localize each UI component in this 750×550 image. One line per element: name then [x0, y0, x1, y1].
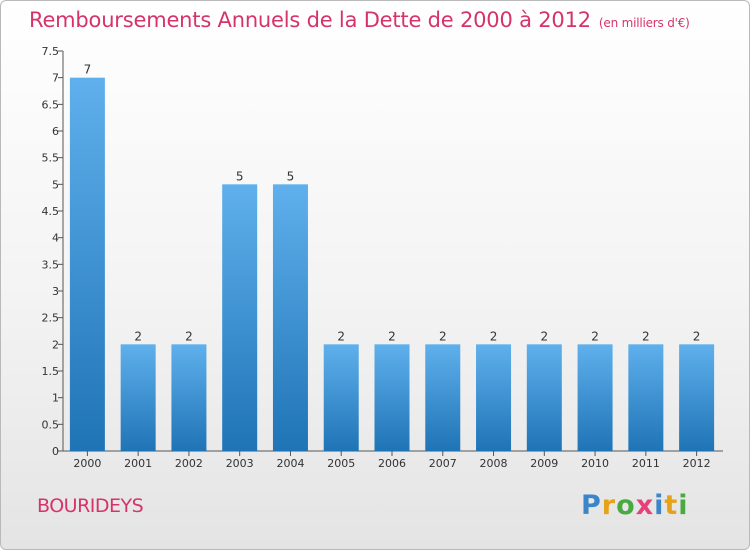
bar-2004	[272, 184, 308, 452]
logo-letter: x	[635, 490, 655, 521]
y-tick-label: 1	[52, 392, 59, 405]
y-axis: 0 0.5 1 1.5 2 2.5 3 3.5 4 4.5 5 5.5 6 6.5 7 7.5	[42, 45, 64, 458]
data-label: 2	[540, 329, 548, 343]
y-tick-label: 6.5	[42, 98, 60, 111]
chart-title-unit: (en milliers d'€)	[598, 16, 690, 30]
y-tick-label: 3.5	[42, 258, 60, 271]
bar-2003	[222, 184, 258, 452]
x-tick-label: 2001	[124, 457, 152, 470]
y-tick-label: 5	[52, 178, 59, 191]
x-tick-label: 2004	[276, 457, 304, 470]
x-tick-label: 2006	[378, 457, 406, 470]
y-tick-label: 0.5	[42, 418, 60, 431]
bar-2006	[374, 344, 410, 451]
bar-2008	[476, 344, 512, 451]
bar-2000	[69, 77, 105, 452]
y-tick-label: 0	[52, 445, 59, 458]
bar-2001	[120, 344, 156, 451]
data-label: 2	[591, 329, 599, 343]
y-tick-label: 5.5	[42, 152, 60, 165]
logo-letter: r	[601, 490, 617, 521]
bar-2005	[323, 344, 359, 451]
data-label: 2	[337, 329, 345, 343]
data-label: 2	[388, 329, 396, 343]
logo-letter: i	[654, 490, 665, 521]
data-label: 5	[287, 169, 295, 183]
y-tick-label: 7.5	[42, 45, 60, 58]
data-label: 2	[134, 329, 142, 343]
x-tick-label: 2002	[175, 457, 203, 470]
bar-2002	[171, 344, 207, 451]
y-tick-label: 3	[52, 285, 59, 298]
proxiti-logo[interactable]: Proxiti	[581, 490, 689, 521]
x-tick-label: 2012	[683, 457, 711, 470]
bar-2010	[577, 344, 613, 451]
x-tick-label: 2011	[632, 457, 660, 470]
data-label: 2	[490, 329, 498, 343]
y-tick-label: 1.5	[42, 365, 60, 378]
x-axis: 2000 2001 2002 2003 2004 2005 2006 2007 2008 2009…	[63, 450, 723, 470]
y-tick-label: 4.5	[42, 205, 60, 218]
x-tick-label: 2007	[429, 457, 457, 470]
x-tick-label: 2003	[226, 457, 254, 470]
y-tick-label: 2	[52, 338, 59, 351]
data-label: 2	[439, 329, 447, 343]
y-tick-label: 4	[52, 232, 59, 245]
data-label: 5	[236, 169, 244, 183]
data-label: 2	[185, 329, 193, 343]
bar-2011	[628, 344, 664, 451]
x-tick-label: 2005	[327, 457, 355, 470]
commune-name: BOURIDEYS	[37, 495, 144, 517]
bar-2009	[526, 344, 562, 451]
logo-letter: P	[581, 490, 602, 521]
logo-letter: o	[616, 490, 636, 521]
x-tick-label: 2010	[581, 457, 609, 470]
x-tick-label: 2008	[480, 457, 508, 470]
data-label: 2	[642, 329, 650, 343]
y-tick-label: 6	[52, 125, 59, 138]
x-tick-label: 2000	[73, 457, 101, 470]
y-tick-label: 7	[52, 72, 59, 85]
bar-2007	[425, 344, 461, 451]
data-labels: 7 2 2 5 5 2 2 2 2 2 2 2 2	[84, 63, 701, 344]
data-label: 7	[84, 63, 92, 77]
logo-letter: t	[664, 490, 679, 521]
chart-title-text: Remboursements Annuels de la Dette de 20…	[29, 8, 591, 32]
bars	[69, 77, 715, 452]
logo-letter: i	[678, 490, 689, 521]
chart-title: Remboursements Annuels de la Dette de 20…	[29, 8, 690, 32]
data-label: 2	[693, 329, 701, 343]
y-tick-label: 2.5	[42, 312, 60, 325]
x-tick-label: 2009	[530, 457, 558, 470]
bar-2012	[679, 344, 715, 451]
